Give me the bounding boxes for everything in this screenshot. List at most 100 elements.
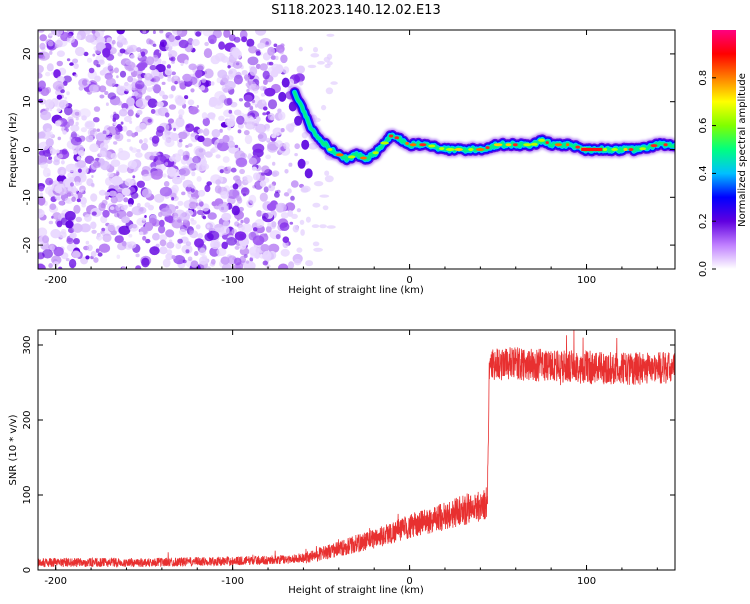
colorbar-tick-label: 0.8: [698, 70, 709, 86]
noise-blob: [64, 197, 71, 204]
noise-blob: [122, 83, 133, 92]
noise-blob: [265, 127, 270, 132]
snr-y-ticks: 300 200 100 0: [22, 335, 675, 573]
noise-blob: [266, 137, 270, 141]
noise-blob: [257, 42, 266, 49]
noise-blob: [218, 138, 224, 144]
noise-blob: [188, 162, 196, 170]
noise-blob: [88, 67, 95, 74]
snr-line: [38, 330, 675, 568]
noise-blob: [294, 143, 301, 150]
ridge-peak: [602, 148, 608, 151]
noise-blob: [234, 231, 247, 241]
noise-blob: [226, 97, 233, 106]
noise-blob: [53, 69, 61, 79]
noise-blob: [216, 248, 227, 256]
noise-blob: [62, 75, 72, 83]
ridge-peak: [394, 136, 400, 140]
noise-blob: [231, 205, 240, 216]
noise-blob: [126, 130, 133, 137]
noise-blob: [110, 159, 121, 167]
noise-blob: [161, 81, 166, 85]
ridge-peak: [623, 148, 628, 151]
noise-blob: [146, 87, 153, 92]
noise-blob: [49, 50, 53, 55]
x-tick-label: -200: [44, 275, 67, 286]
colorbar-label: Normalized spectral amplitude: [737, 73, 748, 227]
noise-blob: [228, 109, 233, 114]
noise-blob: [39, 42, 46, 50]
noise-blob: [282, 236, 290, 243]
noise-blob: [265, 154, 271, 160]
noise-blob: [270, 69, 279, 78]
noise-blob: [159, 246, 168, 255]
noise-blob: [227, 166, 232, 170]
noise-blob: [215, 154, 221, 159]
noise-blob: [46, 63, 54, 72]
noise-blob: [127, 75, 133, 83]
noise-blob: [195, 69, 203, 79]
noise-blob: [277, 263, 289, 269]
y-tick-label: 0: [22, 567, 33, 573]
noise-blob: [178, 109, 185, 116]
noise-blob: [214, 91, 226, 101]
noise-blob: [110, 196, 118, 204]
noise-blob: [196, 176, 202, 182]
noise-blob: [157, 58, 162, 64]
snr-y-label: SNR (10 * v/v): [8, 414, 19, 485]
noise-blob: [137, 62, 145, 71]
colorbar-tick-label: 0.2: [698, 213, 709, 229]
noise-blob: [60, 228, 67, 235]
noise-blob: [139, 231, 144, 236]
noise-blob: [280, 54, 288, 64]
noise-blob: [188, 106, 199, 115]
noise-blob: [125, 59, 132, 66]
noise-blob: [141, 142, 149, 151]
noise-blob: [115, 129, 121, 135]
noise-blob: [152, 30, 156, 34]
noise-blob: [220, 55, 229, 63]
noise-blob: [197, 128, 204, 134]
noise-blob: [177, 238, 183, 244]
noise-blob: [40, 162, 48, 169]
noise-blob: [40, 55, 46, 60]
noise-blob: [56, 108, 61, 113]
noise-blob: [52, 80, 65, 91]
noise-blob: [157, 101, 164, 108]
noise-blob: [183, 219, 188, 223]
noise-blob: [55, 149, 60, 154]
noise-blob: [217, 69, 228, 79]
noise-blob: [90, 221, 97, 230]
noise-blob: [142, 173, 152, 182]
noise-blob: [127, 197, 134, 206]
noise-blob: [131, 147, 138, 153]
noise-blob: [210, 258, 216, 265]
noise-blob: [45, 71, 51, 77]
noise-blob: [47, 40, 54, 47]
noise-blob: [116, 254, 121, 259]
noise-blob: [211, 129, 221, 138]
noise-blob: [326, 33, 335, 37]
noise-blob: [207, 212, 217, 220]
noise-blob: [74, 111, 80, 116]
noise-blob: [196, 209, 204, 215]
noise-blob: [40, 110, 52, 121]
noise-blob: [60, 160, 65, 165]
noise-blob: [220, 256, 230, 265]
colorbar-tick-label: 0.0: [698, 261, 709, 277]
noise-blob: [58, 266, 63, 269]
noise-blob: [86, 244, 93, 252]
noise-blob: [259, 63, 268, 71]
noise-blob: [227, 74, 234, 80]
noise-blob: [178, 80, 186, 86]
noise-blob: [105, 195, 109, 200]
noise-blob: [110, 230, 117, 236]
noise-blob: [223, 30, 231, 38]
noise-blob: [49, 146, 54, 152]
noise-blob: [113, 185, 119, 190]
noise-blob: [204, 151, 213, 158]
noise-blob: [290, 195, 295, 201]
noise-blob: [76, 160, 87, 169]
noise-blob: [298, 80, 304, 86]
noise-blob: [216, 100, 222, 106]
